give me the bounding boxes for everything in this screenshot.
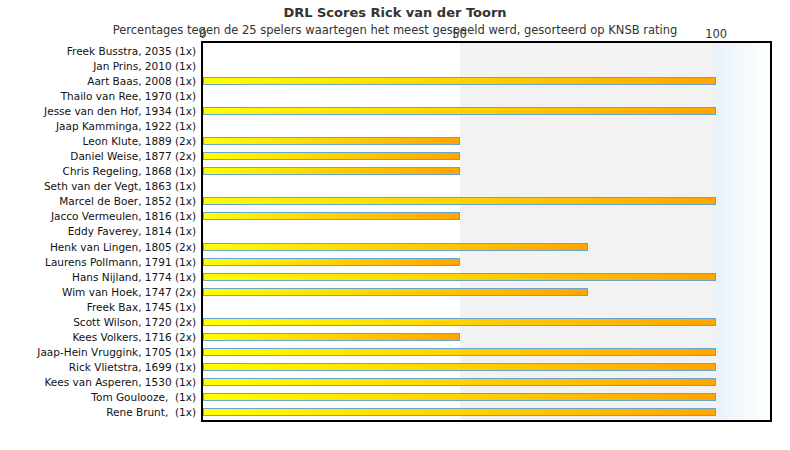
player-label: Aart Baas, 2008 (1x) xyxy=(0,73,196,88)
player-label: Jaap Kamminga, 1922 (1x) xyxy=(0,118,196,133)
chart-row xyxy=(203,345,770,360)
player-label: Jan Prins, 2010 (1x) xyxy=(0,58,196,73)
score-bar xyxy=(203,378,716,386)
score-bar xyxy=(203,137,460,145)
score-bar xyxy=(203,152,460,160)
player-label: Jacco Vermeulen, 1816 (1x) xyxy=(0,209,196,224)
chart-row xyxy=(203,269,770,284)
score-bar xyxy=(203,107,716,115)
player-label: Seth van der Vegt, 1863 (1x) xyxy=(0,179,196,194)
player-label: Scott Wilson, 1720 (2x) xyxy=(0,314,196,329)
score-bar xyxy=(203,318,716,326)
bar-rows-container xyxy=(203,43,770,420)
player-label: Eddy Faverey, 1814 (1x) xyxy=(0,224,196,239)
chart-row xyxy=(203,43,770,58)
chart-row xyxy=(203,299,770,314)
x-tick-label: 100 xyxy=(705,27,727,41)
player-label: Henk van Lingen, 1805 (2x) xyxy=(0,239,196,254)
chart-row xyxy=(203,390,770,405)
score-bar xyxy=(203,408,716,416)
chart-row xyxy=(203,194,770,209)
player-label: Freek Bax, 1745 (1x) xyxy=(0,299,196,314)
chart-row xyxy=(203,179,770,194)
chart-row xyxy=(203,360,770,375)
player-label: Laurens Pollmann, 1791 (1x) xyxy=(0,254,196,269)
score-bar xyxy=(203,363,716,371)
chart-row xyxy=(203,73,770,88)
player-label: Tom Goulooze, (1x) xyxy=(0,390,196,405)
player-label: Freek Busstra, 2035 (1x) xyxy=(0,43,196,58)
chart-row xyxy=(203,88,770,103)
y-axis-player-labels: Freek Busstra, 2035 (1x)Jan Prins, 2010 … xyxy=(0,43,196,420)
player-label: Marcel de Boer, 1852 (1x) xyxy=(0,194,196,209)
chart-title: DRL Scores Rick van der Toorn xyxy=(0,5,790,20)
x-tick-label: 50 xyxy=(452,27,467,41)
chart-row xyxy=(203,329,770,344)
score-bar xyxy=(203,393,716,401)
score-bar xyxy=(203,333,460,341)
player-label: Jesse van den Hof, 1934 (1x) xyxy=(0,103,196,118)
score-bar xyxy=(203,258,460,266)
player-label: Rene Brunt, (1x) xyxy=(0,405,196,420)
score-bar xyxy=(203,212,460,220)
chart-row xyxy=(203,254,770,269)
chart-row xyxy=(203,405,770,420)
score-bar xyxy=(203,288,588,296)
score-bar xyxy=(203,197,716,205)
player-label: Jaap-Hein Vruggink, 1705 (1x) xyxy=(0,345,196,360)
chart-row xyxy=(203,314,770,329)
chart-canvas: DRL Scores Rick van der Toorn Percentage… xyxy=(0,0,790,450)
player-label: Thailo van Ree, 1970 (1x) xyxy=(0,88,196,103)
x-tick-label: 0 xyxy=(199,27,206,41)
chart-row xyxy=(203,118,770,133)
player-label: Hans Nijland, 1774 (1x) xyxy=(0,269,196,284)
plot-area xyxy=(201,41,772,422)
score-bar xyxy=(203,167,460,175)
player-label: Wim van Hoek, 1747 (2x) xyxy=(0,284,196,299)
chart-row xyxy=(203,149,770,164)
chart-row xyxy=(203,164,770,179)
chart-row xyxy=(203,133,770,148)
player-label: Chris Regeling, 1868 (1x) xyxy=(0,164,196,179)
player-label: Kees Volkers, 1716 (2x) xyxy=(0,329,196,344)
score-bar xyxy=(203,348,716,356)
score-bar xyxy=(203,77,716,85)
chart-row xyxy=(203,209,770,224)
chart-row xyxy=(203,103,770,118)
chart-row xyxy=(203,239,770,254)
player-label: Rick Vlietstra, 1699 (1x) xyxy=(0,360,196,375)
chart-row xyxy=(203,58,770,73)
chart-row xyxy=(203,224,770,239)
chart-row xyxy=(203,284,770,299)
player-label: Kees van Asperen, 1530 (1x) xyxy=(0,375,196,390)
score-bar xyxy=(203,273,716,281)
x-axis-tick-labels: 050100 xyxy=(203,27,770,40)
player-label: Leon Klute, 1889 (2x) xyxy=(0,133,196,148)
chart-row xyxy=(203,375,770,390)
player-label: Daniel Weise, 1877 (2x) xyxy=(0,149,196,164)
score-bar xyxy=(203,243,588,251)
